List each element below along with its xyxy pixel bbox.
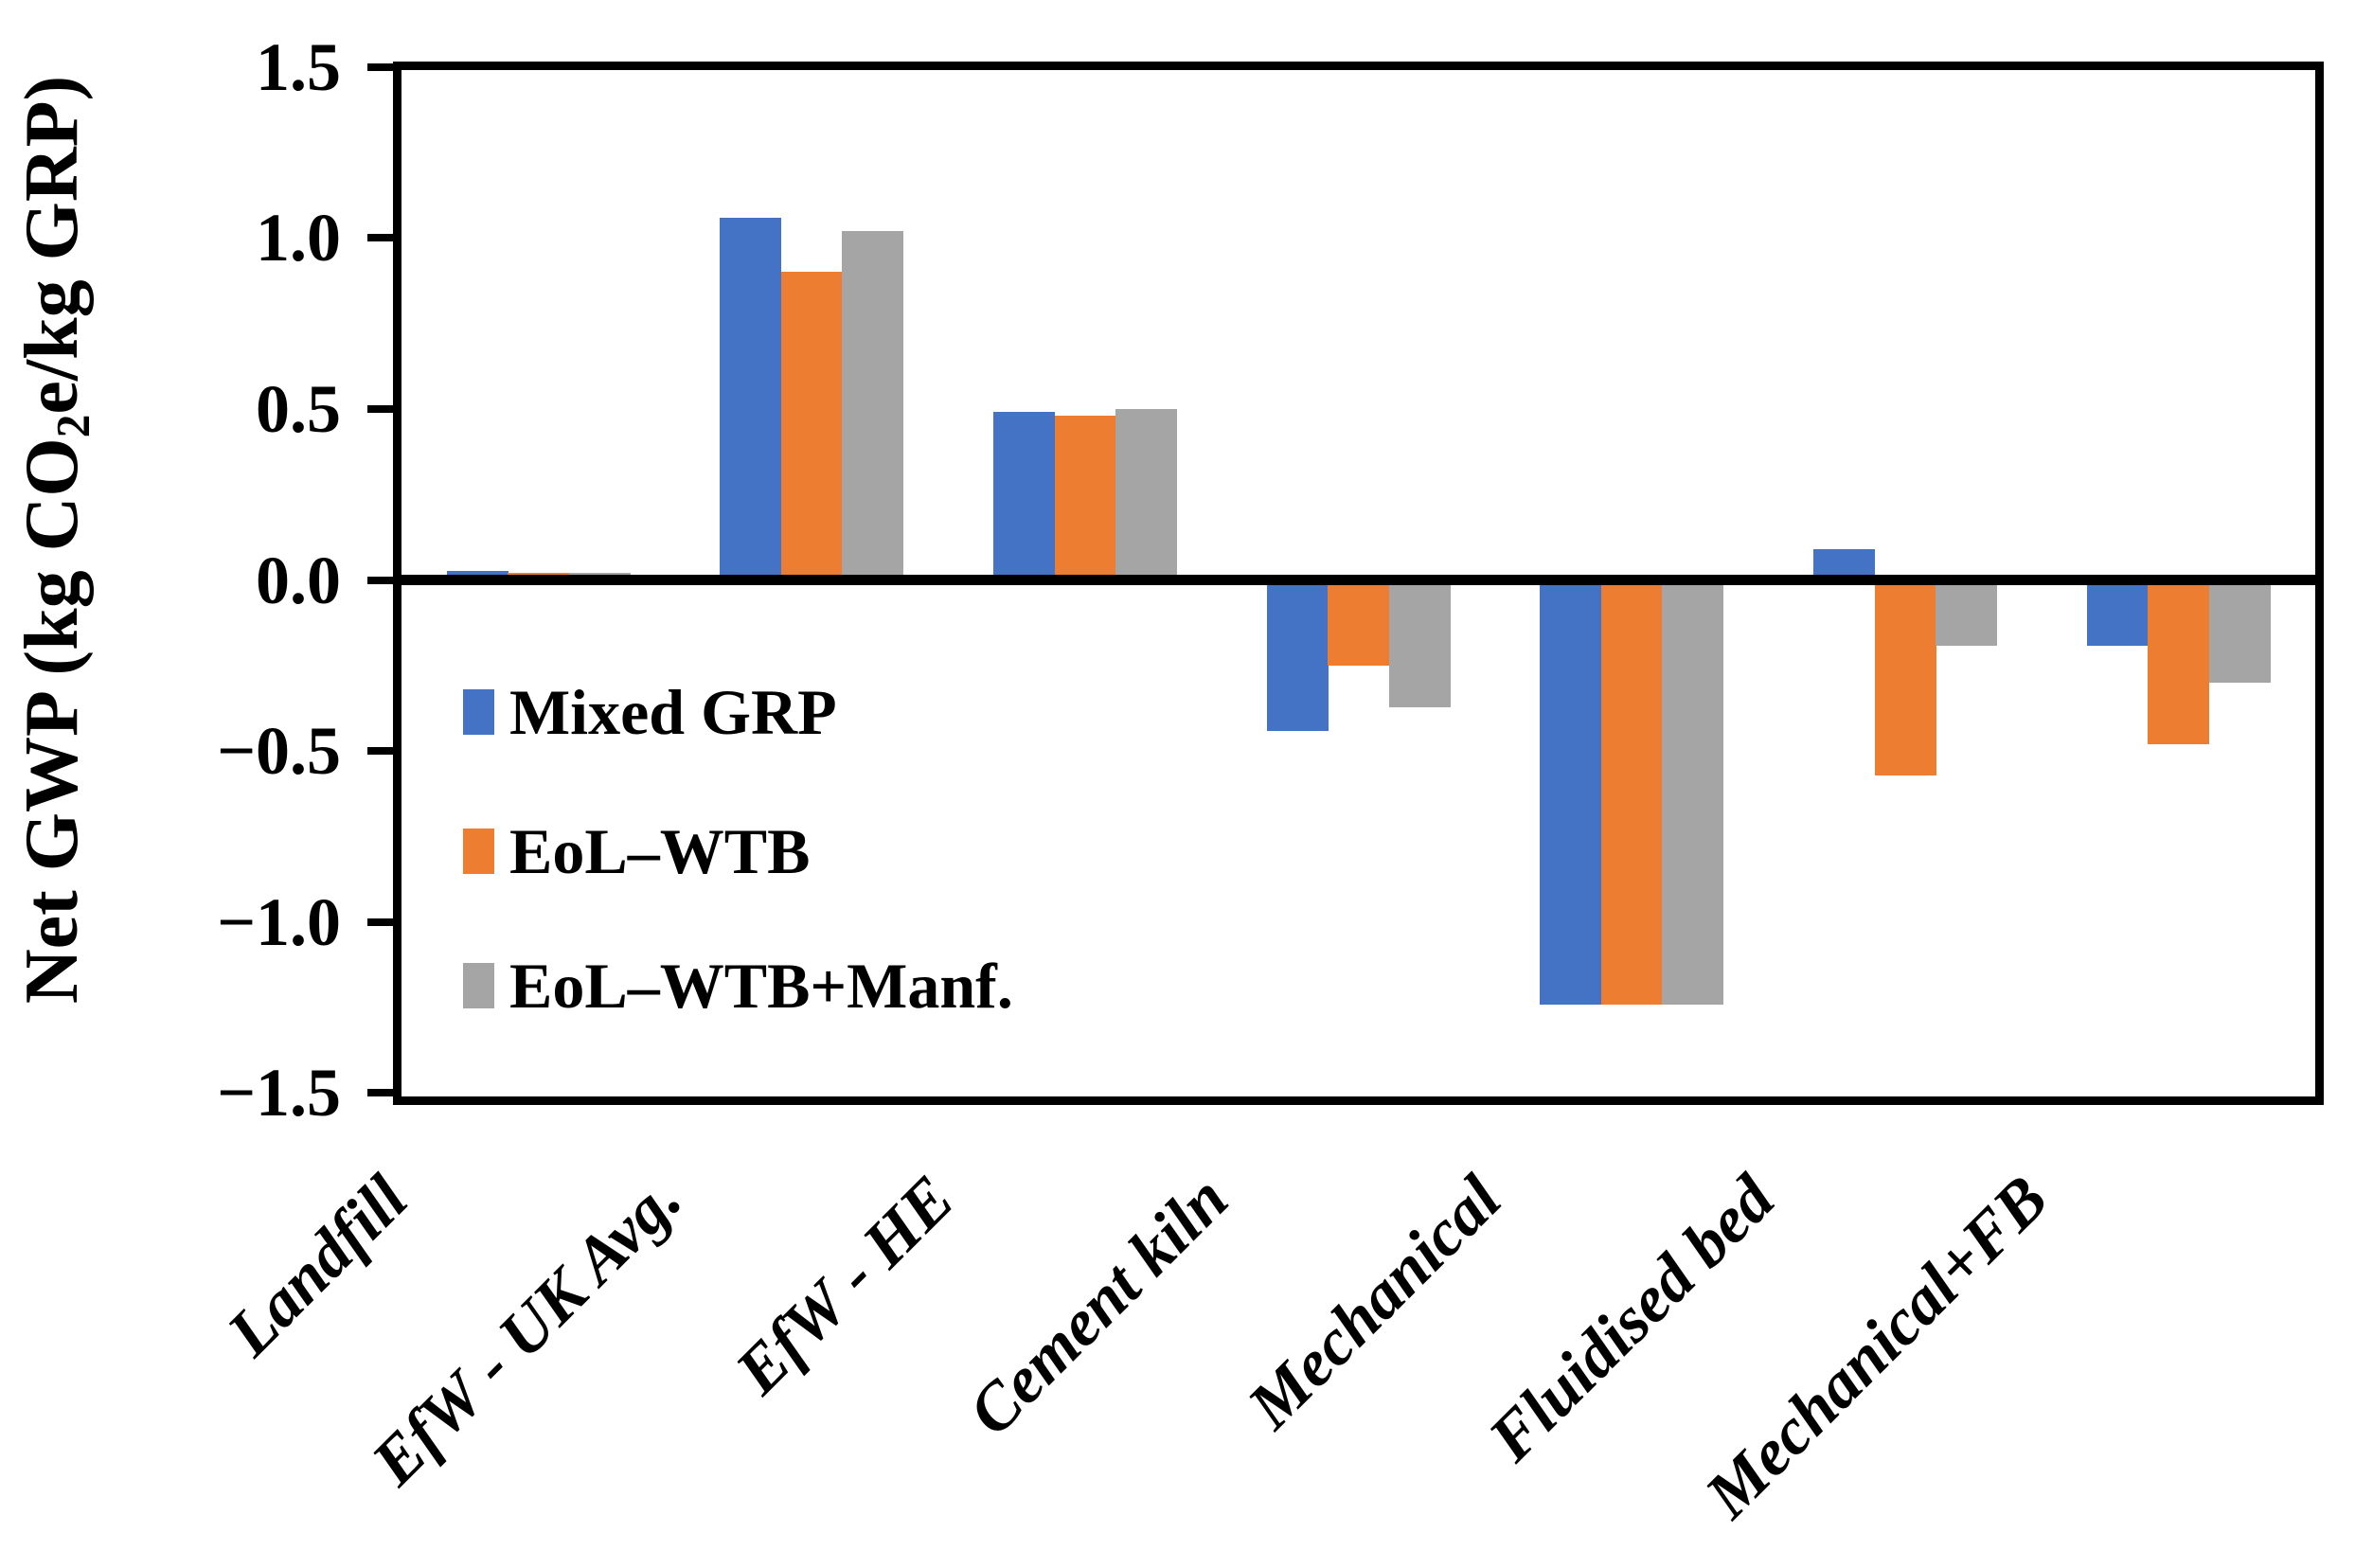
y-tick-label: 1.5 bbox=[256, 28, 341, 105]
y-axis-title-post: e/kg GRP) bbox=[10, 75, 94, 415]
y-tick-label: 1.0 bbox=[256, 200, 341, 276]
bar-Mechanical+FB-EoL–WTB+Manf. bbox=[2209, 580, 2271, 683]
legend-swatch-EoL–WTB+Manf. bbox=[463, 963, 494, 1008]
y-tick-mark bbox=[367, 918, 393, 926]
bar-Mechanical+FB-EoL–WTB bbox=[2148, 580, 2209, 744]
bar-Mechanical-EoL–WTB+Manf. bbox=[1662, 580, 1723, 1005]
bar-Cement kiln-EoL–WTB+Manf. bbox=[1389, 580, 1451, 707]
y-tick-label: −1.0 bbox=[216, 883, 341, 960]
x-label-Fluidised bed: Fluidised bed bbox=[1474, 1162, 1789, 1476]
bar-EfW - UK Avg.-EoL–WTB bbox=[781, 272, 843, 579]
bar-Cement kiln-Mixed GRP bbox=[1267, 580, 1329, 731]
x-label-Landfill: Landfill bbox=[213, 1162, 422, 1370]
bar-EfW - HE-Mixed GRP bbox=[993, 412, 1055, 579]
y-axis-title-sub: 2 bbox=[46, 414, 99, 438]
x-label-EfW - HE: EfW - HE bbox=[722, 1162, 969, 1409]
y-tick-label: −1.5 bbox=[216, 1055, 341, 1131]
bar-Cement kiln-EoL–WTB bbox=[1328, 580, 1389, 666]
y-axis-title-pre: Net GWP (kg CO bbox=[10, 437, 94, 1005]
y-tick-mark bbox=[367, 747, 393, 756]
bar-EfW - UK Avg.-Mixed GRP bbox=[720, 218, 781, 580]
x-label-Cement kiln: Cement kiln bbox=[954, 1162, 1242, 1450]
legend-label-Mixed GRP: Mixed GRP bbox=[509, 676, 837, 748]
bar-EfW - UK Avg.-EoL–WTB+Manf. bbox=[842, 231, 903, 580]
y-tick-mark bbox=[367, 234, 393, 242]
legend-swatch-Mixed GRP bbox=[463, 689, 494, 735]
legend-label-EoL–WTB+Manf.: EoL–WTB+Manf. bbox=[509, 950, 1013, 1022]
legend-label-EoL–WTB: EoL–WTB bbox=[509, 815, 811, 887]
bar-Fluidised bed-EoL–WTB bbox=[1875, 580, 1936, 775]
bar-Fluidised bed-EoL–WTB+Manf. bbox=[1936, 580, 1997, 646]
y-tick-mark bbox=[367, 1089, 393, 1097]
legend-swatch-EoL–WTB bbox=[463, 829, 494, 874]
y-tick-mark bbox=[367, 404, 393, 413]
bar-EfW - HE-EoL–WTB+Manf. bbox=[1115, 409, 1177, 580]
bar-Mechanical-EoL–WTB bbox=[1601, 580, 1663, 1005]
y-tick-mark bbox=[367, 576, 393, 584]
bar-Mechanical-Mixed GRP bbox=[1540, 580, 1601, 1005]
bar-Mechanical+FB-Mixed GRP bbox=[2087, 580, 2149, 646]
y-tick-label: 0.5 bbox=[256, 370, 341, 447]
y-tick-label: 0.0 bbox=[256, 542, 341, 618]
bar-EfW - HE-EoL–WTB bbox=[1055, 416, 1116, 579]
y-axis-title: Net GWP (kg CO2e/kg GRP) bbox=[7, 0, 98, 1155]
y-tick-label: −0.5 bbox=[216, 713, 341, 790]
y-tick-mark bbox=[367, 62, 393, 71]
zero-baseline bbox=[401, 575, 2315, 585]
x-label-Mechanical: Mechanical bbox=[1234, 1162, 1516, 1443]
